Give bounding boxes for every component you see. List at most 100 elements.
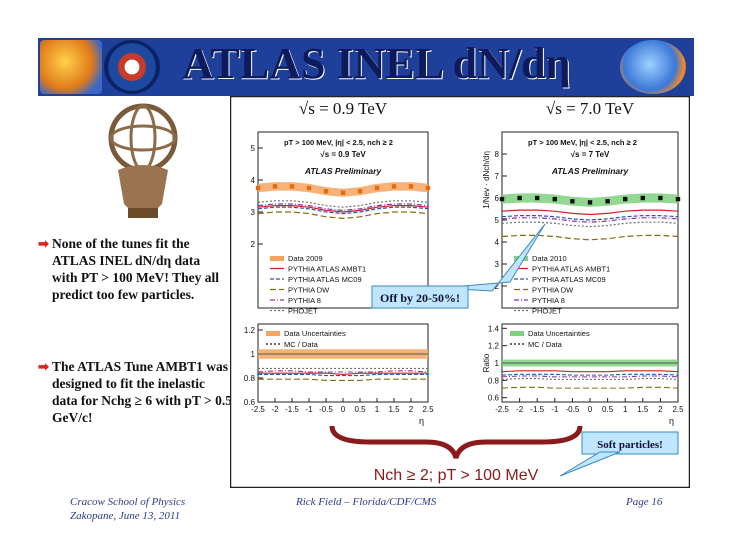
ratio-legend-entry: Data Uncertainties xyxy=(284,329,346,338)
y-tick-label: 6 xyxy=(495,194,500,203)
data-point xyxy=(323,189,329,194)
y-tick-label: 8 xyxy=(495,150,500,159)
ratio-series-line xyxy=(501,370,679,373)
ratio-legend-entry: Data Uncertainties xyxy=(528,329,590,338)
x-tick-label: 2.5 xyxy=(672,405,684,414)
x-tick-label: -2.5 xyxy=(495,405,509,414)
series-line xyxy=(257,205,429,213)
ratio-y-tick-label: 0.6 xyxy=(488,394,500,403)
footer-school: Cracow School of Physics xyxy=(70,496,186,508)
y-tick-label: 5 xyxy=(495,216,500,225)
x-tick-label: -0.5 xyxy=(566,405,580,414)
y-axis-label: 1/Nev · dNch/dη xyxy=(482,151,491,209)
data-point xyxy=(408,184,414,189)
data-point xyxy=(425,185,431,191)
x-tick-label: 2.5 xyxy=(422,405,434,414)
data-point xyxy=(675,196,681,202)
ratio-series-line xyxy=(257,370,429,373)
data-point xyxy=(499,196,505,202)
x-tick-label: 1 xyxy=(623,405,628,414)
data-point xyxy=(623,196,628,202)
atlas-statue-icon xyxy=(108,103,178,218)
data-uncertainty-band xyxy=(258,182,428,197)
ratio-y-tick-label: 0.8 xyxy=(488,376,500,385)
ratio-y-tick-label: 1.4 xyxy=(488,324,500,333)
sqrt-s-text: √s = 7 TeV xyxy=(571,150,610,159)
y-tick-label: 2 xyxy=(495,282,500,291)
arrow-right-icon: ➡ xyxy=(38,359,49,374)
data-point xyxy=(272,184,278,189)
x-tick-label: -1 xyxy=(551,405,559,414)
brace xyxy=(329,425,583,459)
y-tick-label: 3 xyxy=(251,208,256,217)
data-point xyxy=(357,189,363,194)
series-line xyxy=(501,209,679,216)
soft-callout-box xyxy=(581,431,679,455)
legend-entry: PYTHIA 8 xyxy=(532,296,565,305)
data-point xyxy=(587,200,593,205)
y-tick-label: 5 xyxy=(251,144,256,153)
series-line xyxy=(501,217,679,223)
ratio-y-tick-label: 0.8 xyxy=(244,374,256,383)
energy-label: √s = 7.0 TeV xyxy=(546,99,635,118)
footer-location: Zakopane, June 13, 2011 xyxy=(70,510,181,522)
x-tick-label: -0.5 xyxy=(319,405,333,414)
ratio-legend-entry: MC / Data xyxy=(284,340,319,349)
ratio-y-tick-label: 1 xyxy=(495,359,500,368)
x-tick-label: 0.5 xyxy=(354,405,366,414)
series-line xyxy=(257,211,429,220)
data-point xyxy=(535,195,540,201)
ratio-y-axis-label: Ratio xyxy=(482,353,491,372)
series-line xyxy=(501,234,679,241)
legend-entry: PHOJET xyxy=(288,307,318,316)
bullet-text: The ATLAS Tune AMBT1 was designed to fit… xyxy=(52,359,232,425)
cdf-logo xyxy=(104,40,160,94)
x-tick-label: -2 xyxy=(516,405,524,414)
series-line xyxy=(501,215,679,221)
legend-entry: PYTHIA DW xyxy=(288,286,330,295)
ratio-legend-swatch xyxy=(510,331,524,336)
x-tick-label: 0 xyxy=(588,405,593,414)
x-tick-label: 0 xyxy=(341,405,346,414)
footer-page: Page 16 xyxy=(626,496,663,508)
ratio-series-line xyxy=(258,373,428,377)
legend-entry: PYTHIA ATLAS AMBT1 xyxy=(532,265,610,274)
data-uncertainty-band xyxy=(502,193,678,207)
series-line xyxy=(501,221,679,228)
energy-label: √s = 0.9 TeV xyxy=(299,99,388,118)
ratio-series-line xyxy=(501,373,679,376)
soft-callout-pointer xyxy=(559,451,621,477)
y-tick-label: 7 xyxy=(495,172,500,181)
x-tick-label: -1 xyxy=(305,405,313,414)
off-by-callout-text: Off by 20-50%! xyxy=(380,291,460,305)
series-line xyxy=(257,206,429,215)
data-point xyxy=(640,195,645,201)
arrow-right-icon: ➡ xyxy=(38,236,49,251)
data-point xyxy=(517,195,522,201)
ratio-series-line xyxy=(258,372,428,375)
data-point xyxy=(391,184,397,189)
ratio-legend-entry: MC / Data xyxy=(528,340,563,349)
atlas-preliminary: ATLAS Preliminary xyxy=(551,166,630,176)
atlas-figure: √s = 0.9 TeV 2 3 4 5 0.6 0.8 1 1.2 -2.5 -2 -1.5 -1 -0… xyxy=(230,96,690,488)
ratio-series-line xyxy=(258,378,428,381)
legend-entry: PYTHIA 8 xyxy=(288,296,321,305)
cut-text: pT > 100 MeV, |η| < 2.5, nch ≥ 2 xyxy=(528,138,637,147)
ratio-series-line xyxy=(501,386,679,389)
soft-callout-text: Soft particles! xyxy=(597,439,663,451)
x-tick-label: -1.5 xyxy=(285,405,299,414)
legend-swatch xyxy=(270,256,284,261)
legend-entry: PYTHIA ATLAS AMBT1 xyxy=(288,265,366,274)
y-tick-label: 4 xyxy=(495,238,500,247)
x-tick-label: 1.5 xyxy=(637,405,649,414)
x-tick-label: 1 xyxy=(375,405,380,414)
x-tick-label: 2 xyxy=(658,405,663,414)
data-point xyxy=(552,196,557,202)
x-tick-label: -2 xyxy=(271,405,279,414)
data-point xyxy=(658,195,663,201)
legend-entry: Data 2009 xyxy=(288,254,323,263)
x-tick-label: 0.5 xyxy=(602,405,614,414)
data-point xyxy=(374,185,380,191)
slide-title: ATLAS INEL dN/dη xyxy=(182,39,571,88)
y-tick-label: 4 xyxy=(251,176,256,185)
